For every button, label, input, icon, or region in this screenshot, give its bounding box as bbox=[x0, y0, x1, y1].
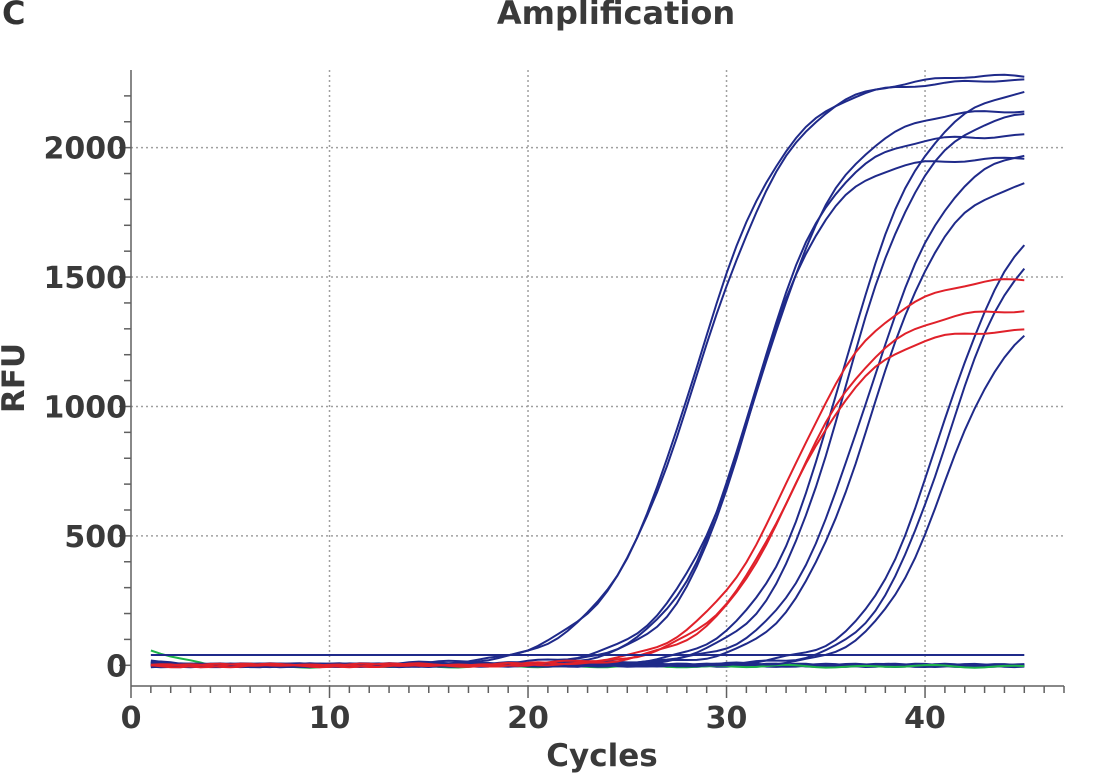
amplification-curve bbox=[150, 334, 1025, 669]
y-tick-label: 500 bbox=[64, 520, 127, 555]
x-axis-title: Cycles bbox=[546, 738, 657, 774]
x-tick-label: 30 bbox=[706, 701, 748, 736]
y-tick-label: 1500 bbox=[44, 261, 128, 296]
highlighted-curve bbox=[150, 278, 1025, 669]
amplification-curve bbox=[150, 110, 1025, 669]
y-tick-label: 1000 bbox=[44, 390, 128, 425]
amplification-curve bbox=[150, 154, 1025, 669]
highlighted-curve bbox=[150, 328, 1025, 669]
amplification-curve bbox=[150, 244, 1026, 669]
grid-lines bbox=[131, 70, 1064, 686]
amplification-curves bbox=[150, 73, 1026, 669]
x-tick-label: 40 bbox=[904, 701, 946, 736]
amplification-curve bbox=[150, 113, 1025, 669]
x-tick-label: 0 bbox=[121, 701, 142, 736]
y-tick-label: 0 bbox=[106, 649, 127, 684]
amplification-curve bbox=[150, 267, 1026, 669]
y-tick-label: 2000 bbox=[44, 132, 128, 167]
amplification-curve bbox=[150, 156, 1025, 669]
axes bbox=[119, 70, 1065, 698]
y-axis-title: RFU bbox=[0, 343, 32, 413]
chart-title: Amplification bbox=[496, 0, 736, 32]
tick-labels: 0 10 20 30 40 0 500 1000 1500 2000 bbox=[44, 132, 946, 736]
amplification-curve bbox=[150, 182, 1025, 669]
x-tick-label: 10 bbox=[309, 701, 351, 736]
panel-label: C bbox=[2, 0, 26, 32]
x-tick-label: 20 bbox=[507, 701, 549, 736]
